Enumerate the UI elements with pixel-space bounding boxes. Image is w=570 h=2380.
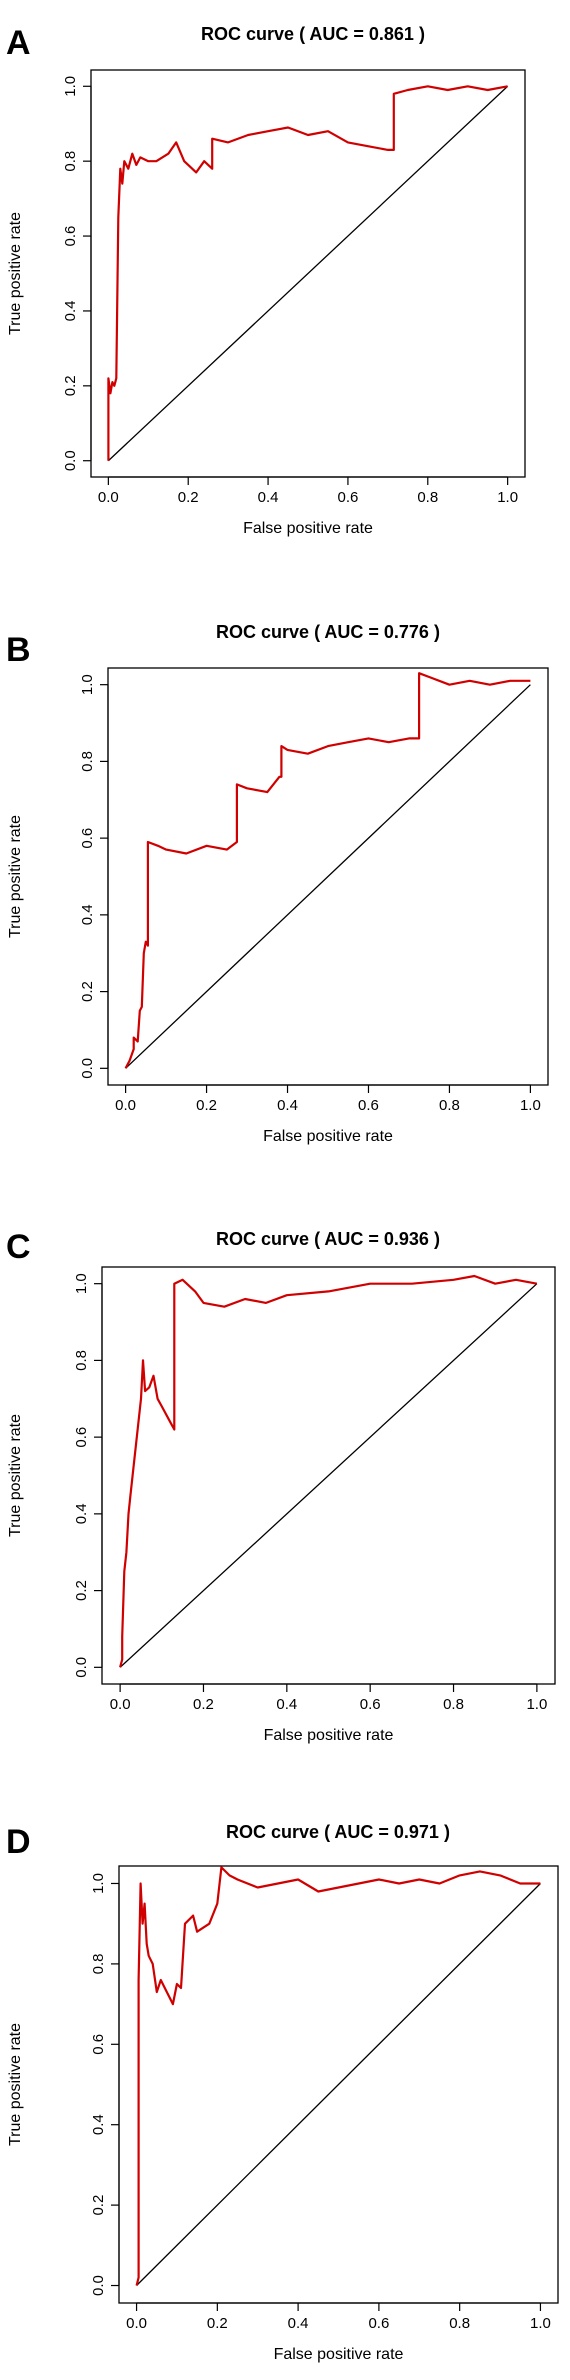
x-axis-label: False positive rate: [243, 520, 373, 537]
y-tick-label: 0.0: [90, 2275, 107, 2296]
roc-curve-series: [135, 1866, 541, 2286]
x-tick-label: 0.8: [443, 1696, 464, 1713]
x-tick-label: 0.8: [417, 489, 438, 506]
reference-diagonal: [119, 1283, 538, 1668]
x-axis-label: False positive rate: [263, 1128, 393, 1145]
chart-title: ROC curve ( AUC = 0.936 ): [216, 1229, 440, 1249]
y-tick-label: 0.4: [79, 904, 96, 925]
roc-panel-a: A ROC curve ( AUC = 0.861 ) 0.0 0.2 0.4 0.6 0.…: [6, 24, 526, 537]
reference-diagonal: [136, 1883, 541, 2286]
x-tick-label: 1.0: [497, 489, 518, 506]
y-tick-label: 1.0: [79, 674, 96, 695]
y-axis-label: True positive rate: [7, 815, 24, 938]
y-axis-label: True positive rate: [7, 212, 24, 335]
x-axis-label: False positive rate: [264, 1727, 394, 1744]
y-tick-label: 0.8: [62, 151, 79, 172]
x-tick-label: 0.0: [126, 2315, 147, 2332]
x-tick-label: 0.2: [178, 489, 199, 506]
x-tick-label: 0.4: [258, 489, 279, 506]
x-tick-label: 0.0: [110, 1696, 131, 1713]
y-tick-label: 0.8: [90, 1953, 107, 1974]
y-tick-label: 0.0: [73, 1657, 90, 1678]
y-tick-label: 0.6: [73, 1427, 90, 1448]
x-tick-label: 0.6: [360, 1696, 381, 1713]
x-tick-label: 0.2: [196, 1097, 217, 1114]
roc-panel-c: C ROC curve ( AUC = 0.936 ) 0.0 0.2 0.4 0.6 0.…: [6, 1228, 556, 1744]
y-tick-label: 1.0: [73, 1273, 90, 1294]
x-tick-label: 0.0: [115, 1097, 136, 1114]
x-axis-label: False positive rate: [274, 2346, 404, 2363]
x-tick-label: 0.6: [358, 1097, 379, 1114]
y-tick-label: 0.0: [62, 450, 79, 471]
x-tick-label: 0.0: [98, 489, 119, 506]
roc-panel-d: D ROC curve ( AUC = 0.971 ) 0.0 0.2 0.4 0.6 0.…: [6, 1822, 559, 2363]
x-tick-label: 0.4: [276, 1696, 297, 1713]
x-tick-label: 0.2: [207, 2315, 228, 2332]
y-tick-label: 0.6: [79, 828, 96, 849]
x-tick-label: 0.6: [368, 2315, 389, 2332]
y-tick-label: 0.6: [90, 2034, 107, 2055]
panel-label: C: [6, 1228, 31, 1266]
roc-curve-series: [119, 1274, 538, 1668]
x-tick-label: 0.4: [288, 2315, 309, 2332]
roc-panel-b: B ROC curve ( AUC = 0.776 ) 0.0 0.2 0.4 0.6 0.…: [6, 622, 549, 1145]
y-axis-label: True positive rate: [7, 1414, 24, 1537]
y-tick-label: 0.4: [62, 301, 79, 322]
y-tick-label: 0.2: [90, 2195, 107, 2216]
y-tick-label: 0.8: [79, 751, 96, 772]
x-tick-label: 0.6: [337, 489, 358, 506]
panel-label: D: [6, 1823, 31, 1861]
x-tick-label: 0.8: [439, 1097, 460, 1114]
x-tick-label: 1.0: [530, 2315, 551, 2332]
y-tick-label: 0.4: [90, 2114, 107, 2135]
y-tick-label: 0.8: [73, 1350, 90, 1371]
y-tick-label: 0.4: [73, 1503, 90, 1524]
reference-diagonal: [125, 684, 531, 1069]
chart-title: ROC curve ( AUC = 0.861 ): [201, 24, 425, 44]
roc-curve-series: [124, 672, 531, 1069]
panel-label: B: [6, 631, 31, 669]
y-tick-label: 0.2: [62, 375, 79, 396]
chart-title: ROC curve ( AUC = 0.971 ): [226, 1822, 450, 1842]
y-tick-label: 0.2: [73, 1580, 90, 1601]
y-tick-label: 0.0: [79, 1058, 96, 1079]
chart-title: ROC curve ( AUC = 0.776 ): [216, 622, 440, 642]
reference-diagonal: [107, 85, 509, 462]
panel-label: A: [6, 24, 31, 62]
x-tick-label: 1.0: [520, 1097, 541, 1114]
roc-curve-series: [107, 85, 508, 461]
y-tick-label: 0.6: [62, 226, 79, 247]
y-tick-label: 1.0: [62, 76, 79, 97]
y-tick-label: 0.2: [79, 981, 96, 1002]
y-axis-label: True positive rate: [7, 2023, 24, 2146]
x-tick-label: 0.4: [277, 1097, 298, 1114]
x-tick-label: 1.0: [526, 1696, 547, 1713]
y-tick-label: 1.0: [90, 1873, 107, 1894]
x-tick-label: 0.2: [193, 1696, 214, 1713]
x-tick-label: 0.8: [449, 2315, 470, 2332]
